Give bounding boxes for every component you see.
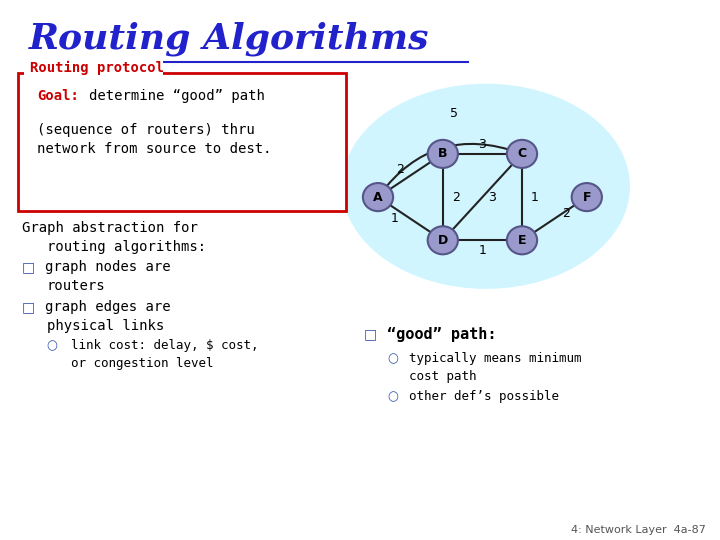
Ellipse shape [507, 226, 537, 254]
Text: A: A [373, 191, 383, 204]
FancyBboxPatch shape [18, 73, 346, 211]
Text: other def’s possible: other def’s possible [409, 390, 559, 403]
Text: Routing protocol: Routing protocol [30, 60, 164, 75]
Text: 1: 1 [391, 212, 398, 225]
Text: ○: ○ [47, 339, 58, 352]
Text: E: E [518, 234, 526, 247]
Text: 5: 5 [449, 107, 458, 120]
Text: □: □ [22, 260, 35, 274]
Text: routing algorithms:: routing algorithms: [47, 240, 206, 254]
Text: Routing Algorithms: Routing Algorithms [29, 22, 429, 56]
Text: C: C [518, 147, 526, 160]
Text: 2: 2 [562, 207, 570, 220]
Text: □: □ [364, 327, 377, 341]
Text: □: □ [22, 300, 35, 314]
Text: 3: 3 [479, 138, 486, 151]
Text: B: B [438, 147, 448, 160]
FancyBboxPatch shape [24, 58, 163, 81]
Text: Graph abstraction for: Graph abstraction for [22, 221, 197, 235]
Text: 2: 2 [452, 191, 459, 204]
Text: 1: 1 [531, 191, 539, 204]
Ellipse shape [428, 226, 458, 254]
Text: (sequence of routers) thru
network from source to dest.: (sequence of routers) thru network from … [37, 123, 272, 156]
Text: ○: ○ [387, 390, 398, 403]
Text: graph edges are: graph edges are [45, 300, 170, 314]
Text: typically means minimum: typically means minimum [409, 352, 582, 365]
Text: D: D [438, 234, 448, 247]
Text: link cost: delay, $ cost,: link cost: delay, $ cost, [71, 339, 258, 352]
Ellipse shape [507, 140, 537, 168]
Text: 2: 2 [396, 163, 403, 176]
Text: graph nodes are: graph nodes are [45, 260, 170, 274]
Text: or congestion level: or congestion level [71, 357, 213, 370]
Text: ○: ○ [387, 352, 398, 365]
Text: 4: Network Layer  4a-87: 4: Network Layer 4a-87 [571, 524, 706, 535]
Text: F: F [582, 191, 591, 204]
Text: determine “good” path: determine “good” path [89, 89, 265, 103]
Text: “good” path:: “good” path: [387, 327, 497, 342]
Text: 1: 1 [479, 244, 486, 256]
Text: 3: 3 [489, 191, 496, 204]
Ellipse shape [342, 84, 630, 289]
Text: cost path: cost path [409, 370, 477, 383]
Ellipse shape [572, 183, 602, 211]
Text: Goal:: Goal: [37, 89, 79, 103]
Ellipse shape [428, 140, 458, 168]
Text: routers: routers [47, 279, 105, 293]
Text: physical links: physical links [47, 319, 164, 333]
Ellipse shape [363, 183, 393, 211]
